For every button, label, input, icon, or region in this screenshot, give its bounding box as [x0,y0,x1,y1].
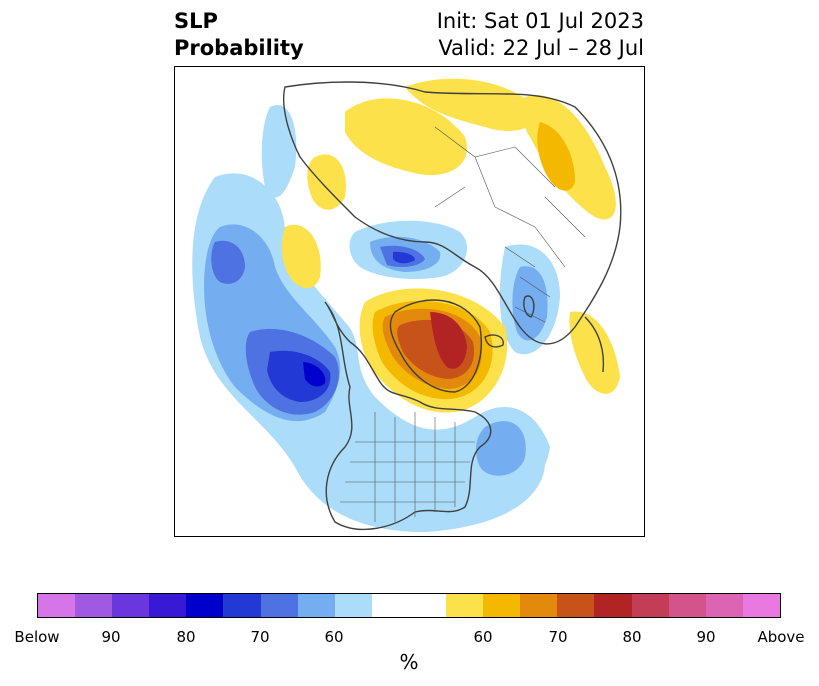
colorbar-segment [594,594,632,617]
japan-yellow [569,311,620,394]
ne-asia-orange [537,122,575,191]
colorbar-label-below-90: 90 [101,628,121,646]
kamchatka-yellow [281,224,321,289]
colorbar-label-above-80: 80 [622,628,642,646]
country-borders [340,126,586,522]
colorbar-segment [446,594,484,617]
north-america-coast [324,301,492,530]
pacific-blue-60 [192,173,545,532]
colorbar-segment [149,594,187,617]
colorbar-unit: % [399,650,419,674]
colorbar-label-above: Above [757,628,805,646]
atlantic-blue-65 [475,421,526,476]
greenland-coast [389,299,482,393]
japan-coast [584,316,605,373]
below-normal-regions [192,105,560,532]
colorbar-segment [483,594,521,617]
colorbar-segment [520,594,558,617]
probability-colorbar [37,593,781,618]
north-pacific-blue [261,105,297,198]
colorbar-segment [742,594,780,617]
probability-map [174,66,645,537]
colorbar-segment [223,594,261,617]
colorbar-label-above-90: 90 [696,628,716,646]
colorbar-label-below-60: 60 [324,628,344,646]
colorbar-label-below: Below [14,628,60,646]
pacific-blue-75 [267,350,331,402]
europe-blue-65 [512,266,548,341]
title-line-1: SLP [174,9,218,33]
colorbar-segment [260,594,298,617]
colorbar-segment [557,594,595,617]
colorbar-segment [705,594,743,617]
init-date: Init: Sat 01 Jul 2023 [436,9,644,33]
uk-coast [523,295,535,318]
colorbar-segment [668,594,706,617]
eurasia-coast [283,81,622,345]
iceland-coast [484,334,504,348]
colorbar-label-above-70: 70 [548,628,568,646]
colorbar-segment [631,594,669,617]
greenland-80 [430,312,467,369]
siberia-yellow-north [405,78,537,131]
colorbar-segment [75,594,113,617]
colorbar-label-below-80: 80 [176,628,196,646]
colorbar-segment [186,594,224,617]
colorbar-label-below-70: 70 [250,628,270,646]
date-info: Init: Sat 01 Jul 2023 Valid: 22 Jul – 28… [437,8,644,62]
map-canvas [192,78,622,532]
arctic-blue-75 [393,251,415,264]
colorbar-segment [297,594,335,617]
chart-title: SLP Probability [174,8,304,62]
bering-yellow [307,154,346,210]
aleutian-blue [211,240,245,284]
colorbar-label-above-60: 60 [473,628,493,646]
valid-range: Valid: 22 Jul – 28 Jul [438,36,644,60]
colorbar-segment [38,594,76,617]
siberia-yellow [345,98,467,176]
title-line-2: Probability [174,36,304,60]
above-normal-regions [281,78,620,413]
coastlines [283,81,622,530]
colorbar-segment [334,594,372,617]
colorbar-segment [371,594,409,617]
colorbar-segment [112,594,150,617]
colorbar-segment [408,594,447,617]
pacific-blue-80 [303,362,326,387]
